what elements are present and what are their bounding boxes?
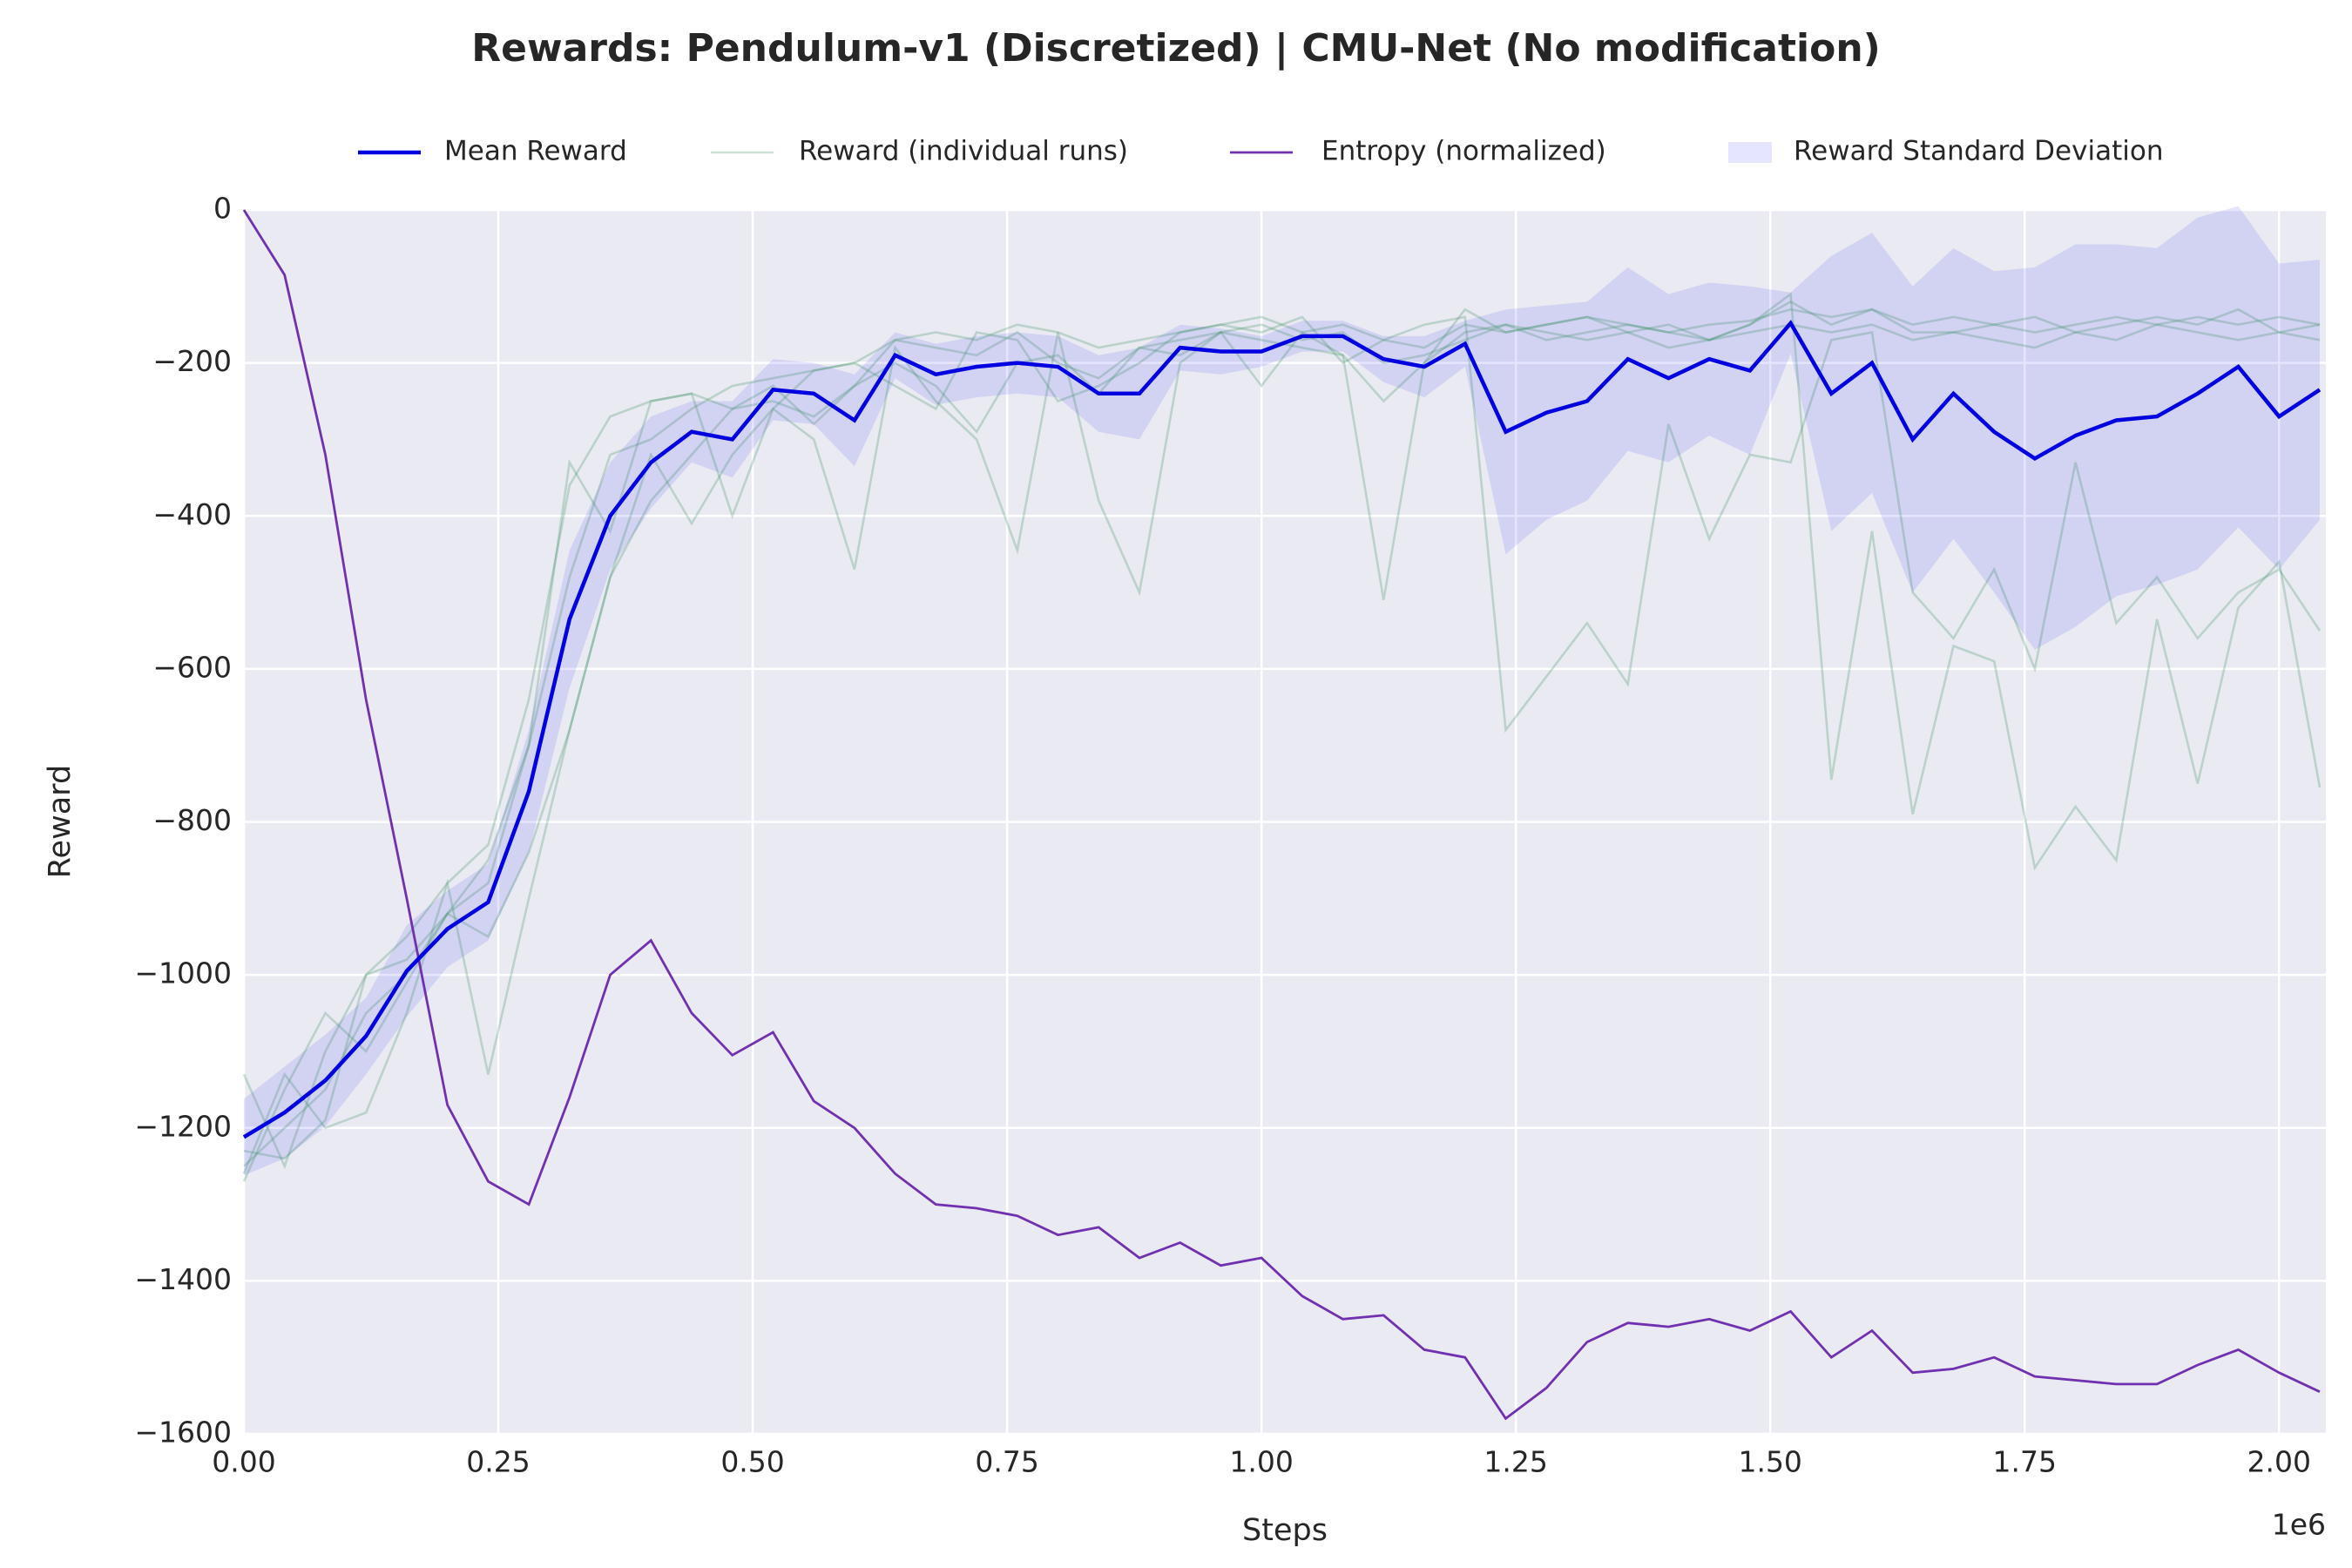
- x-offset-label: 1e6: [2272, 1508, 2326, 1542]
- x-tick-label: 1.50: [1738, 1445, 1801, 1479]
- legend-label: Entropy (normalized): [1321, 136, 1606, 167]
- y-tick-label: −1600: [134, 1416, 232, 1450]
- y-tick-label: 0: [213, 192, 232, 226]
- x-tick-label: 0.75: [975, 1445, 1038, 1479]
- legend-label: Mean Reward: [444, 136, 627, 167]
- legend-label: Reward (individual runs): [799, 136, 1128, 167]
- entropy-line: [242, 209, 2321, 1421]
- legend-label: Reward Standard Deviation: [1794, 136, 2163, 167]
- run-line: [242, 300, 2321, 1170]
- x-tick-label: 1.25: [1484, 1445, 1547, 1479]
- run-line: [242, 315, 2322, 1182]
- x-tick-label: 1.75: [1992, 1445, 2056, 1479]
- std-band: [244, 206, 2320, 1176]
- y-tick-label: −600: [152, 650, 232, 684]
- y-tick-label: −1400: [134, 1262, 232, 1296]
- y-tick-label: −1000: [134, 956, 232, 990]
- run-line: [242, 323, 2321, 1174]
- y-tick-label: −400: [152, 497, 232, 531]
- x-tick-label: 2.00: [2247, 1445, 2311, 1479]
- x-tick-label: 1.00: [1229, 1445, 1293, 1479]
- chart-title: Rewards: Pendulum-v1 (Discretized) | CMU…: [471, 26, 1881, 71]
- x-tick-label: 0.00: [212, 1445, 275, 1479]
- y-tick-label: −800: [152, 803, 232, 837]
- run-line: [243, 308, 2321, 1167]
- y-tick-label: −1200: [134, 1109, 232, 1143]
- legend-swatch: [1728, 142, 1772, 163]
- x-tick-label: 0.50: [720, 1445, 784, 1479]
- x-tick-label: 0.25: [466, 1445, 530, 1479]
- y-axis-label: Reward: [43, 765, 78, 878]
- y-tick-label: −200: [152, 344, 232, 378]
- mean-line: [242, 320, 2322, 1139]
- x-axis-label: Steps: [1242, 1513, 1328, 1548]
